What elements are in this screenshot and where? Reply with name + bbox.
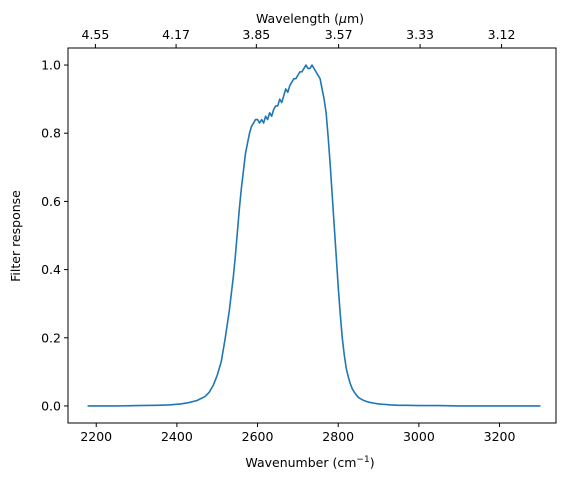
y-tick-label: 0.4: [41, 262, 61, 277]
series-line-group: [87, 64, 541, 407]
y-tick-label: 1.0: [41, 58, 61, 73]
top-x-tick-label: 3.12: [488, 27, 516, 42]
y-axis-label: Filter response: [8, 190, 23, 282]
y-tick-label: 0.8: [41, 126, 61, 141]
x-tick-label: 2400: [161, 429, 193, 444]
top-x-axis-label-mu: μ: [338, 11, 347, 26]
plot-frame: [67, 47, 557, 424]
top-x-axis-label: Wavelength (μm): [256, 11, 364, 26]
x-tick-label: 2600: [242, 429, 274, 444]
top-x-tick-label: 3.33: [406, 27, 434, 42]
y-tick-label: 0.2: [41, 330, 61, 345]
x-tick-label: 3000: [403, 429, 435, 444]
x-axis-label-superscript: −1: [356, 455, 369, 465]
top-x-tick-label: 3.85: [242, 27, 270, 42]
y-tick-label: 0.0: [41, 398, 61, 413]
top-x-tick-label: 4.17: [162, 27, 190, 42]
x-tick-label: 2800: [322, 429, 354, 444]
x-tick-label: 2200: [80, 429, 112, 444]
plot-background: [68, 48, 556, 423]
tick-group: 2200 2400 2600 2800 3000 3200 4.55 4.17 3.85 3.57…: [41, 27, 515, 444]
x-tick-label: 3200: [484, 429, 516, 444]
top-x-tick-label: 3.57: [325, 27, 353, 42]
x-axis-label: Wavenumber (cm−1): [245, 455, 374, 470]
y-tick-label: 0.6: [41, 194, 61, 209]
filter-response-line: [87, 64, 541, 407]
top-x-tick-label: 4.55: [82, 27, 110, 42]
